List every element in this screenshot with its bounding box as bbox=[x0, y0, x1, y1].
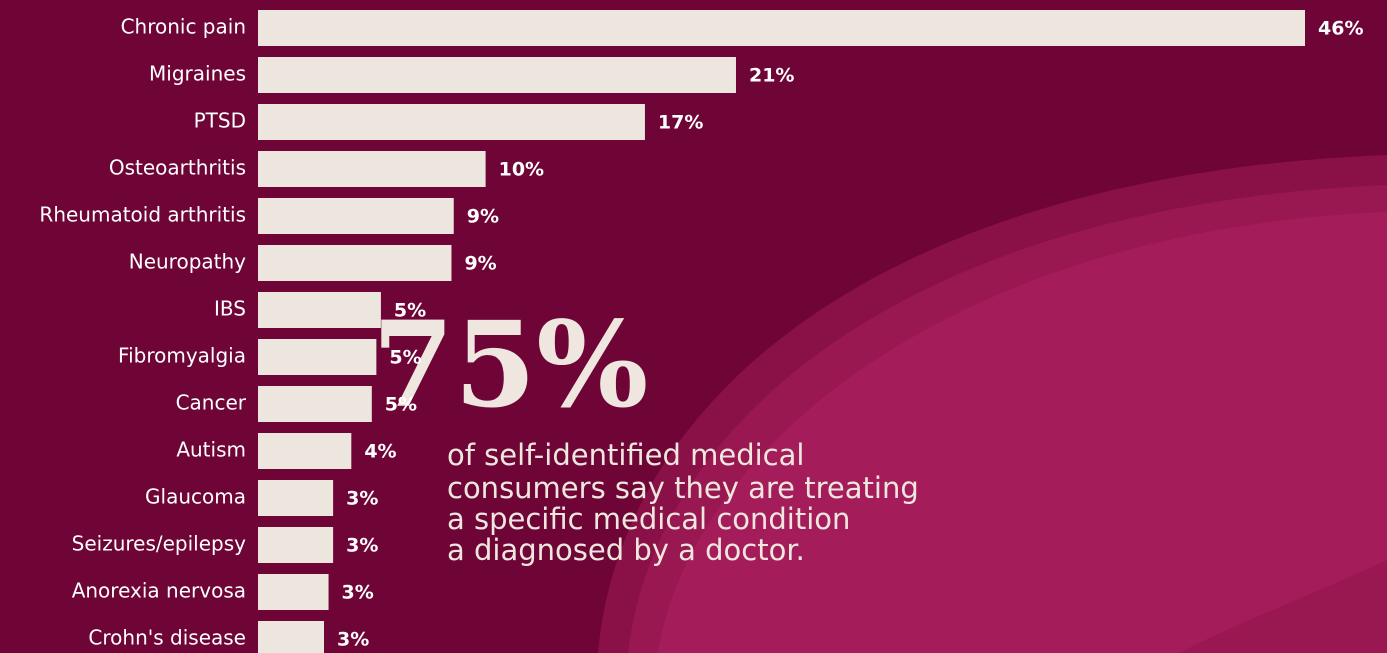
category-label: PTSD bbox=[194, 109, 246, 133]
bars: Chronic pain 46% Migraines 21% PTSD 17% Osteoa… bbox=[39, 10, 1363, 653]
category-label: Fibromyalgia bbox=[118, 344, 246, 368]
bar bbox=[258, 433, 352, 469]
value-label: 3% bbox=[346, 488, 378, 510]
category-label: Cancer bbox=[176, 391, 247, 415]
bar bbox=[258, 621, 325, 653]
value-label: 10% bbox=[499, 159, 544, 181]
value-label: 21% bbox=[749, 65, 794, 87]
bar bbox=[258, 10, 1305, 46]
value-label: 3% bbox=[342, 582, 374, 604]
category-label: Neuropathy bbox=[129, 250, 246, 274]
bar bbox=[258, 245, 452, 281]
category-label: Crohn's disease bbox=[88, 626, 246, 650]
callout-line: consumers say they are treating bbox=[447, 471, 919, 505]
category-label: Chronic pain bbox=[121, 15, 246, 39]
bar bbox=[258, 292, 381, 328]
category-label: Glaucoma bbox=[145, 485, 246, 509]
value-label: 9% bbox=[467, 206, 499, 228]
callout-headline: 75% bbox=[372, 295, 648, 434]
callout-line: a diagnosed by a doctor. bbox=[447, 533, 805, 567]
value-label: 9% bbox=[464, 253, 496, 275]
value-label: 5% bbox=[385, 394, 417, 416]
value-label: 46% bbox=[1318, 18, 1363, 40]
value-label: 3% bbox=[346, 535, 378, 557]
bar bbox=[258, 57, 736, 93]
value-label: 4% bbox=[364, 441, 396, 463]
bar bbox=[258, 104, 645, 140]
value-label: 17% bbox=[658, 112, 703, 134]
callout-line: a specific medical condition bbox=[447, 502, 850, 536]
category-label: IBS bbox=[214, 297, 246, 321]
category-label: Rheumatoid arthritis bbox=[39, 203, 246, 227]
bar bbox=[258, 386, 372, 422]
category-label: Migraines bbox=[149, 62, 246, 86]
category-label: Anorexia nervosa bbox=[72, 579, 246, 603]
value-label: 3% bbox=[337, 629, 369, 651]
bar bbox=[258, 339, 377, 375]
callout-shape-inner bbox=[658, 212, 1387, 653]
value-label: 5% bbox=[394, 300, 426, 322]
bar bbox=[258, 480, 334, 516]
bar bbox=[258, 527, 334, 563]
callout-line: of self-identified medical bbox=[447, 438, 804, 472]
bar bbox=[258, 198, 454, 234]
category-label: Seizures/epilepsy bbox=[72, 532, 247, 556]
bar bbox=[258, 574, 329, 610]
bar bbox=[258, 151, 486, 187]
value-label: 5% bbox=[389, 347, 421, 369]
category-label: Autism bbox=[176, 438, 246, 462]
category-label: Osteoarthritis bbox=[109, 156, 246, 180]
